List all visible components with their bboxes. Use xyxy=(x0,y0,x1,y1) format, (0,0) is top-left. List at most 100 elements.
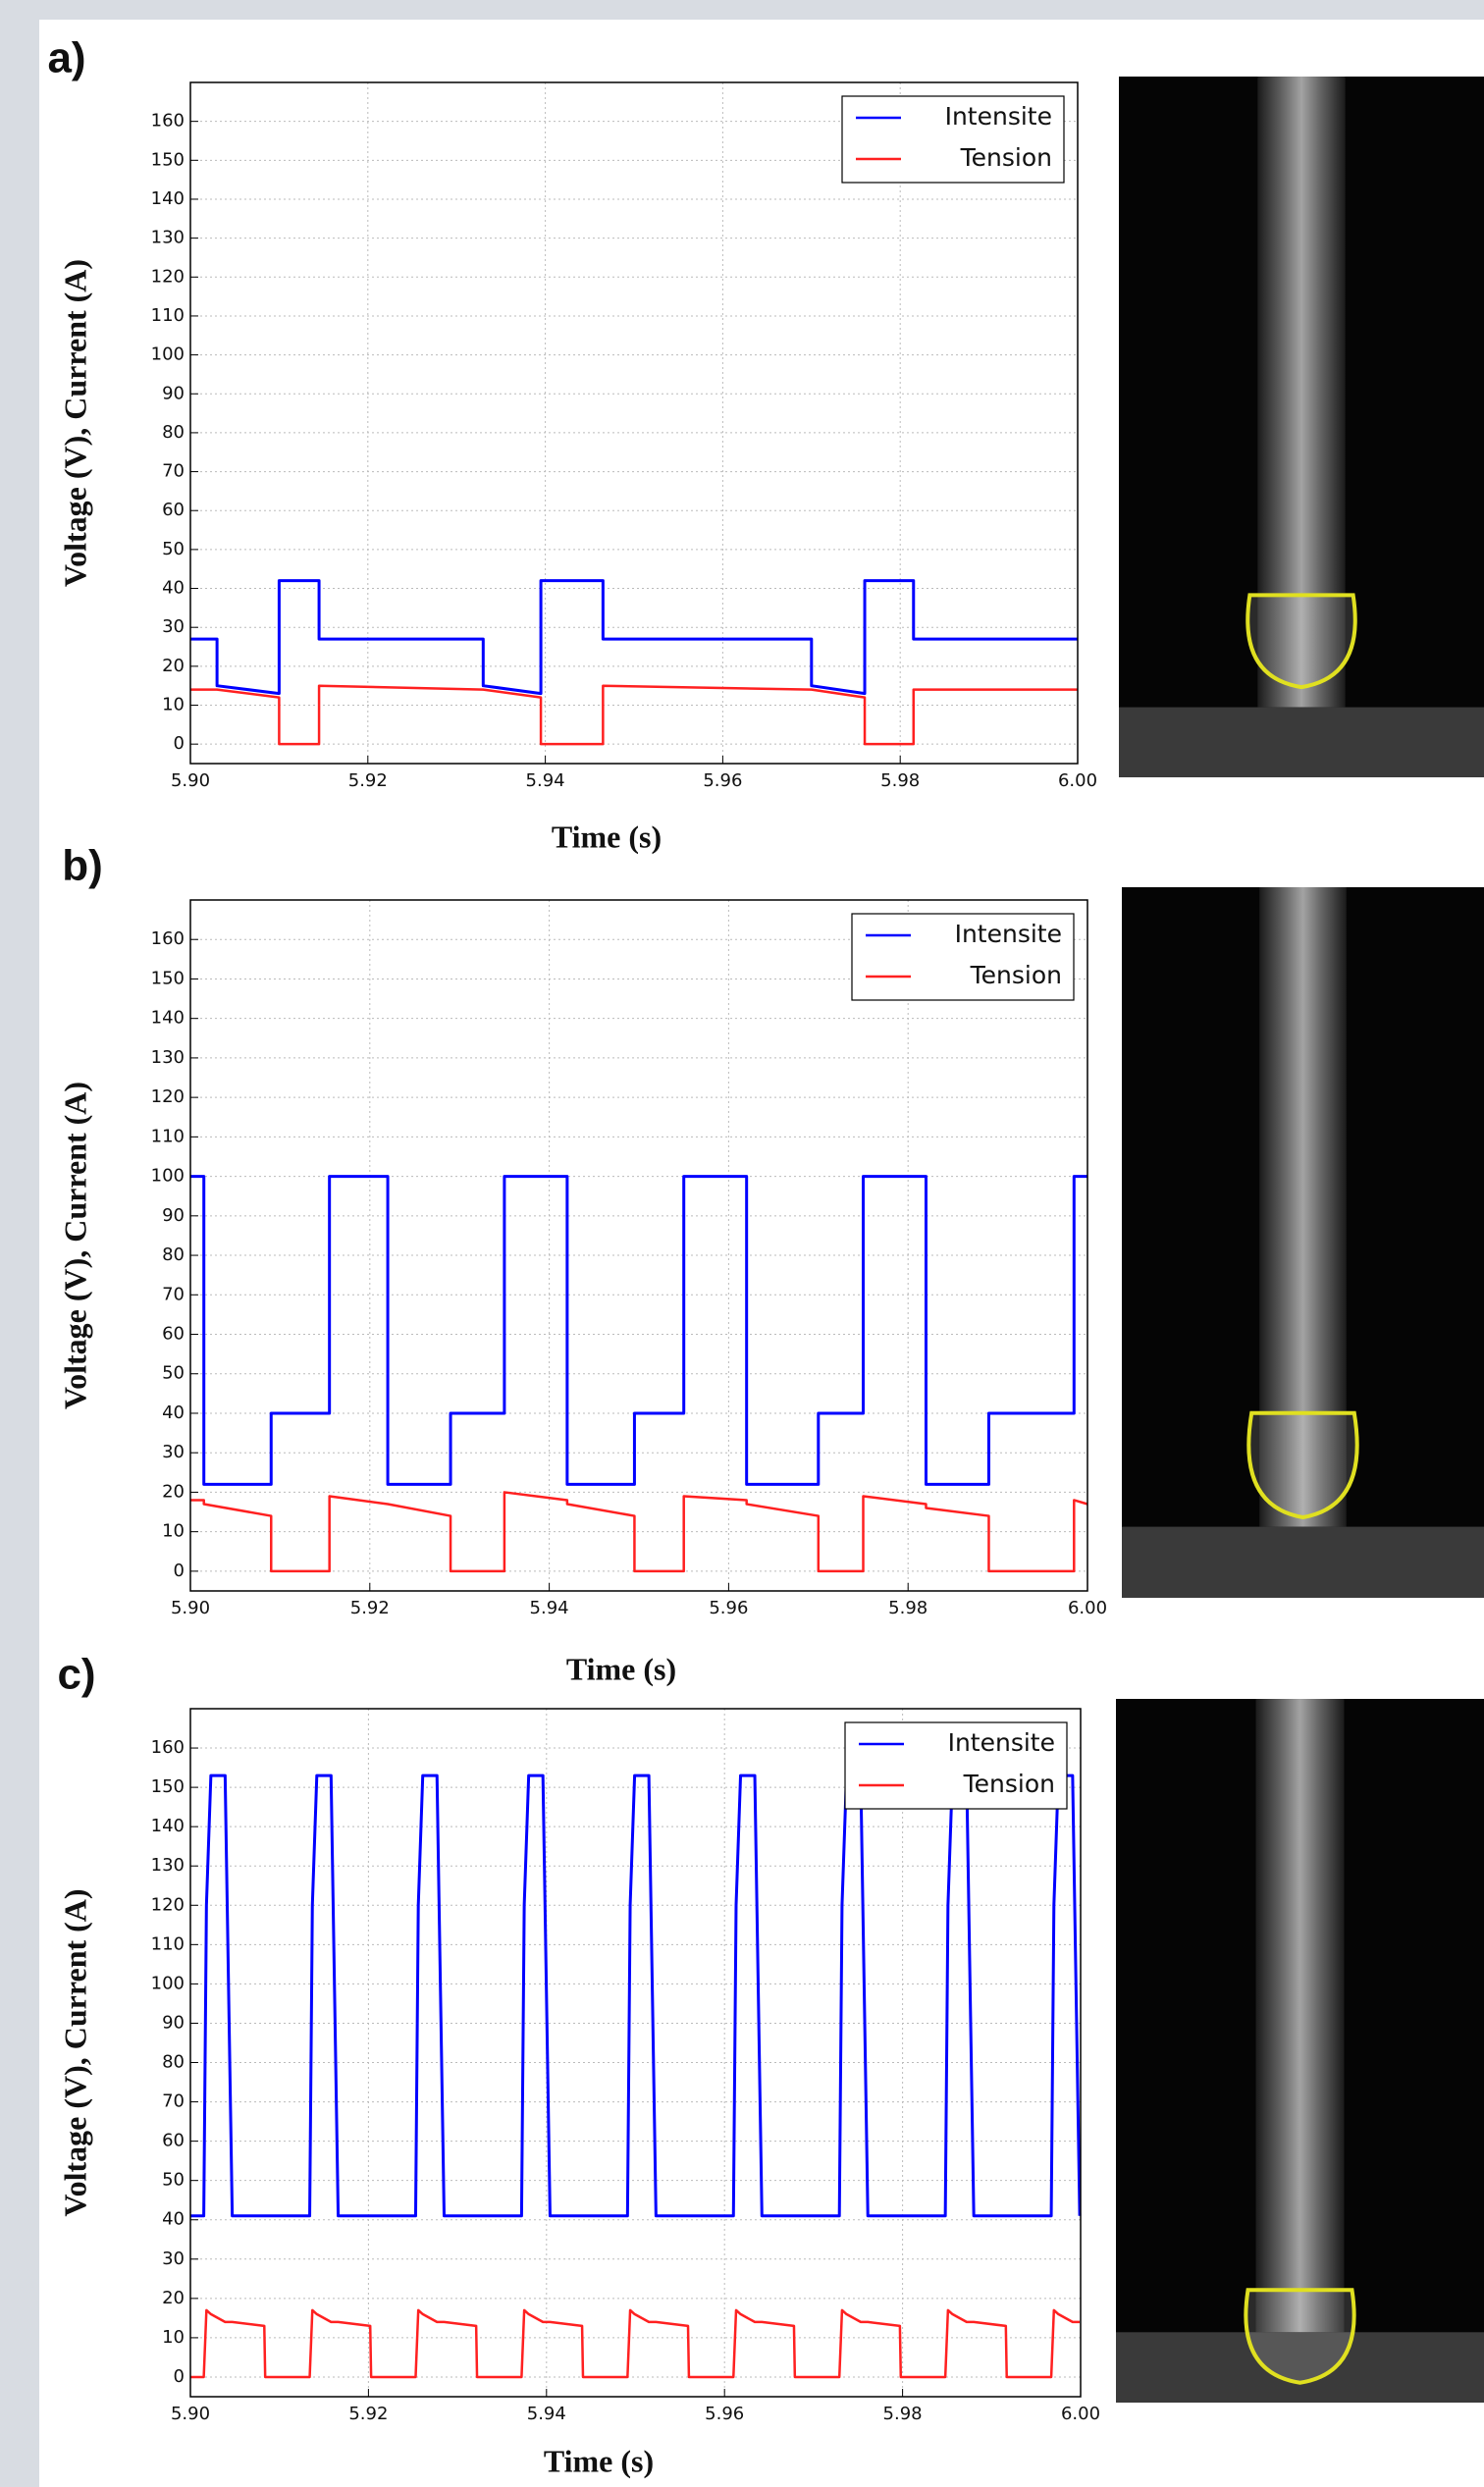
y-tick-label: 10 xyxy=(162,2327,185,2348)
plot-area xyxy=(190,1709,1081,2397)
y-tick-label: 130 xyxy=(151,1047,185,1068)
plot-area xyxy=(190,82,1078,764)
y-tick-label: 100 xyxy=(151,1973,185,1993)
y-tick-label: 0 xyxy=(174,2366,185,2387)
x-tick-label: 6.00 xyxy=(1068,1598,1107,1618)
y-tick-label: 50 xyxy=(162,2170,185,2191)
plot-area xyxy=(190,900,1087,1591)
legend-label: Tension xyxy=(963,1770,1055,1798)
x-tick-label: 5.96 xyxy=(703,770,742,791)
y-tick-label: 130 xyxy=(151,1855,185,1876)
x-tick-label: 5.92 xyxy=(348,2404,388,2424)
photo-plate xyxy=(1116,2332,1484,2403)
y-tick-label: 110 xyxy=(151,1933,185,1954)
y-tick-label: 20 xyxy=(162,1481,185,1502)
y-tick-label: 0 xyxy=(174,1561,185,1581)
panel-label: c) xyxy=(57,1651,95,1699)
y-tick-label: 30 xyxy=(162,1442,185,1462)
y-tick-label: 100 xyxy=(151,1166,185,1187)
x-tick-label: 5.98 xyxy=(888,1598,928,1618)
y-tick-label: 140 xyxy=(151,1816,185,1836)
x-tick-label: 5.92 xyxy=(348,770,388,791)
y-tick-label: 90 xyxy=(162,383,185,403)
y-tick-label: 60 xyxy=(162,2131,185,2151)
x-axis-label: Time (s) xyxy=(552,819,662,854)
x-tick-label: 5.98 xyxy=(880,770,920,791)
y-tick-label: 90 xyxy=(162,1205,185,1226)
x-tick-label: 5.92 xyxy=(350,1598,390,1618)
legend-box xyxy=(844,1721,1068,1810)
y-tick-label: 140 xyxy=(151,188,185,209)
y-tick-label: 80 xyxy=(162,422,185,443)
y-tick-label: 20 xyxy=(162,656,185,676)
series-line xyxy=(190,1175,1087,1486)
y-tick-label: 80 xyxy=(162,2052,185,2073)
y-tick-label: 60 xyxy=(162,500,185,520)
panel-label: a) xyxy=(47,34,85,82)
y-tick-label: 50 xyxy=(162,1363,185,1384)
x-tick-label: 5.96 xyxy=(709,1598,748,1618)
y-tick-label: 60 xyxy=(162,1324,185,1345)
legend-box xyxy=(851,913,1075,1001)
photo-wire xyxy=(1257,77,1346,708)
series-line xyxy=(190,1491,1088,1573)
legend-label: Tension xyxy=(970,961,1062,989)
y-tick-label: 40 xyxy=(162,2209,185,2230)
series-line xyxy=(190,579,1078,696)
photo-droplet-outline xyxy=(1246,593,1357,690)
y-tick-label: 70 xyxy=(162,461,185,482)
photo-wire xyxy=(1259,887,1347,1527)
y-axis-label: Voltage (V), Current (A) xyxy=(57,1082,92,1409)
series-line xyxy=(190,1773,1082,2218)
photo-droplet-outline xyxy=(1244,2288,1356,2385)
y-tick-label: 30 xyxy=(162,616,185,637)
y-tick-label: 20 xyxy=(162,2288,185,2308)
series-line xyxy=(190,684,1078,746)
legend-label: Intensite xyxy=(948,1728,1055,1757)
y-tick-label: 80 xyxy=(162,1244,185,1265)
y-tick-label: 10 xyxy=(162,1521,185,1542)
y-tick-label: 140 xyxy=(151,1008,185,1029)
y-tick-label: 10 xyxy=(162,695,185,715)
x-tick-label: 5.96 xyxy=(705,2404,744,2424)
x-tick-label: 6.00 xyxy=(1058,770,1097,791)
y-tick-label: 110 xyxy=(151,305,185,326)
y-tick-label: 130 xyxy=(151,228,185,248)
y-tick-label: 70 xyxy=(162,2091,185,2112)
x-axis-label: Time (s) xyxy=(566,1651,676,1686)
plot-frame xyxy=(189,1708,1082,2398)
series-line xyxy=(190,2308,1081,2379)
y-tick-label: 160 xyxy=(151,111,185,132)
y-tick-label: 90 xyxy=(162,2012,185,2033)
y-tick-label: 0 xyxy=(174,733,185,754)
y-tick-label: 50 xyxy=(162,539,185,559)
plot-frame xyxy=(189,899,1088,1592)
plot-frame xyxy=(189,81,1079,765)
legend-label: Tension xyxy=(960,143,1052,172)
y-tick-label: 150 xyxy=(151,149,185,170)
x-tick-label: 5.90 xyxy=(171,770,210,791)
legend-label: Intensite xyxy=(945,102,1052,131)
y-tick-label: 120 xyxy=(151,266,185,287)
panel-label: b) xyxy=(62,842,103,890)
y-axis-label: Voltage (V), Current (A) xyxy=(57,259,92,587)
y-tick-label: 120 xyxy=(151,1894,185,1915)
y-tick-label: 160 xyxy=(151,928,185,949)
x-tick-label: 5.90 xyxy=(171,2404,210,2424)
y-tick-label: 40 xyxy=(162,1402,185,1423)
y-tick-label: 150 xyxy=(151,968,185,988)
x-tick-label: 5.90 xyxy=(171,1598,210,1618)
y-tick-label: 150 xyxy=(151,1776,185,1797)
x-tick-label: 5.94 xyxy=(527,2404,566,2424)
y-tick-label: 110 xyxy=(151,1126,185,1146)
y-tick-label: 120 xyxy=(151,1086,185,1107)
y-tick-label: 40 xyxy=(162,578,185,599)
x-tick-label: 5.94 xyxy=(530,1598,569,1618)
x-axis-label: Time (s) xyxy=(544,2443,654,2478)
legend-box xyxy=(841,95,1065,184)
x-tick-label: 5.94 xyxy=(526,770,565,791)
photo-plate xyxy=(1119,707,1484,777)
y-tick-label: 100 xyxy=(151,344,185,365)
x-tick-label: 6.00 xyxy=(1061,2404,1100,2424)
